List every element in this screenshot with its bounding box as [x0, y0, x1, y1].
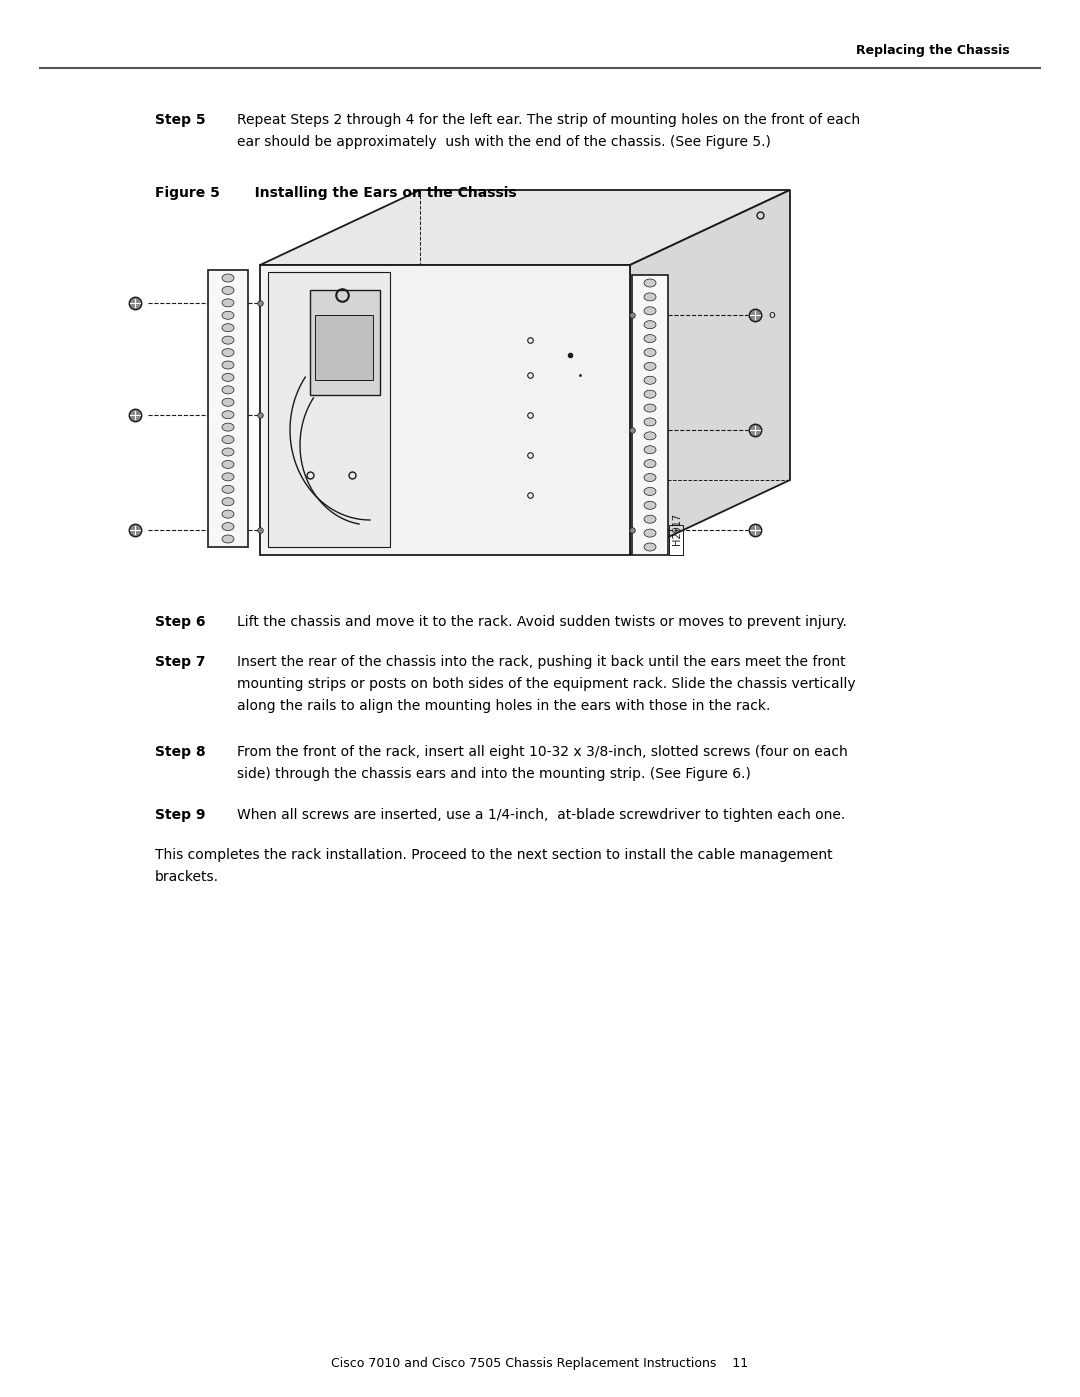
Text: When all screws are inserted, use a 1/4-inch,  at-blade screwdriver to tighten e: When all screws are inserted, use a 1/4-…: [237, 807, 846, 821]
Ellipse shape: [644, 474, 656, 482]
Ellipse shape: [644, 529, 656, 536]
Ellipse shape: [222, 436, 234, 444]
Ellipse shape: [222, 324, 234, 331]
Text: Step 9: Step 9: [156, 807, 205, 821]
Polygon shape: [630, 190, 789, 555]
Ellipse shape: [222, 535, 234, 543]
Ellipse shape: [222, 510, 234, 518]
Ellipse shape: [644, 334, 656, 342]
Ellipse shape: [644, 502, 656, 510]
Ellipse shape: [222, 299, 234, 307]
Text: Installing the Ears on the Chassis: Installing the Ears on the Chassis: [240, 186, 516, 200]
Text: Figure 5: Figure 5: [156, 186, 220, 200]
Ellipse shape: [222, 411, 234, 419]
Ellipse shape: [644, 460, 656, 468]
Text: ear should be approximately  ush with the end of the chassis. (See Figure 5.): ear should be approximately ush with the…: [237, 136, 771, 149]
Ellipse shape: [644, 376, 656, 384]
Polygon shape: [260, 265, 630, 555]
Ellipse shape: [644, 432, 656, 440]
Ellipse shape: [644, 515, 656, 524]
Text: Repeat Steps 2 through 4 for the left ear. The strip of mounting holes on the fr: Repeat Steps 2 through 4 for the left ea…: [237, 113, 860, 127]
Ellipse shape: [644, 488, 656, 496]
Ellipse shape: [644, 362, 656, 370]
Bar: [310, 291, 380, 395]
Text: Step 5: Step 5: [156, 113, 205, 127]
Text: Step 8: Step 8: [156, 745, 205, 759]
Text: Replacing the Chassis: Replacing the Chassis: [856, 43, 1010, 57]
Ellipse shape: [222, 461, 234, 468]
Ellipse shape: [222, 472, 234, 481]
Text: Insert the rear of the chassis into the rack, pushing it back until the ears mee: Insert the rear of the chassis into the …: [237, 655, 846, 669]
Ellipse shape: [644, 390, 656, 398]
Polygon shape: [260, 190, 789, 265]
Ellipse shape: [222, 349, 234, 356]
Ellipse shape: [644, 293, 656, 300]
Bar: [669, 525, 683, 555]
Ellipse shape: [222, 360, 234, 369]
Ellipse shape: [222, 448, 234, 455]
Ellipse shape: [222, 373, 234, 381]
Text: Cisco 7010 and Cisco 7505 Chassis Replacement Instructions    11: Cisco 7010 and Cisco 7505 Chassis Replac…: [332, 1356, 748, 1370]
Text: Lift the chassis and move it to the rack. Avoid sudden twists or moves to preven: Lift the chassis and move it to the rack…: [237, 615, 847, 629]
Ellipse shape: [222, 286, 234, 295]
Text: side) through the chassis ears and into the mounting strip. (See Figure 6.): side) through the chassis ears and into …: [237, 767, 751, 781]
Ellipse shape: [222, 522, 234, 531]
Ellipse shape: [644, 543, 656, 550]
Bar: [315, 314, 373, 380]
Ellipse shape: [222, 386, 234, 394]
Text: From the front of the rack, insert all eight 10-32 x 3/8-inch, slotted screws (f: From the front of the rack, insert all e…: [237, 745, 848, 759]
Ellipse shape: [644, 348, 656, 356]
Ellipse shape: [644, 307, 656, 314]
Text: brackets.: brackets.: [156, 870, 219, 884]
Ellipse shape: [222, 312, 234, 320]
Text: This completes the rack installation. Proceed to the next section to install the: This completes the rack installation. Pr…: [156, 848, 833, 862]
Text: Step 6: Step 6: [156, 615, 205, 629]
Ellipse shape: [222, 274, 234, 282]
Ellipse shape: [222, 398, 234, 407]
Text: along the rails to align the mounting holes in the ears with those in the rack.: along the rails to align the mounting ho…: [237, 698, 770, 712]
Ellipse shape: [222, 423, 234, 432]
Ellipse shape: [644, 279, 656, 286]
Bar: [208, 270, 248, 548]
Ellipse shape: [644, 321, 656, 328]
Text: mounting strips or posts on both sides of the equipment rack. Slide the chassis : mounting strips or posts on both sides o…: [237, 678, 855, 692]
Ellipse shape: [222, 337, 234, 344]
Ellipse shape: [644, 418, 656, 426]
Ellipse shape: [222, 485, 234, 493]
Text: o: o: [768, 310, 774, 320]
Text: Step 7: Step 7: [156, 655, 205, 669]
Text: H2917: H2917: [672, 513, 681, 545]
Ellipse shape: [644, 404, 656, 412]
Bar: [632, 275, 669, 555]
Ellipse shape: [222, 497, 234, 506]
Bar: [268, 272, 390, 548]
Ellipse shape: [644, 446, 656, 454]
